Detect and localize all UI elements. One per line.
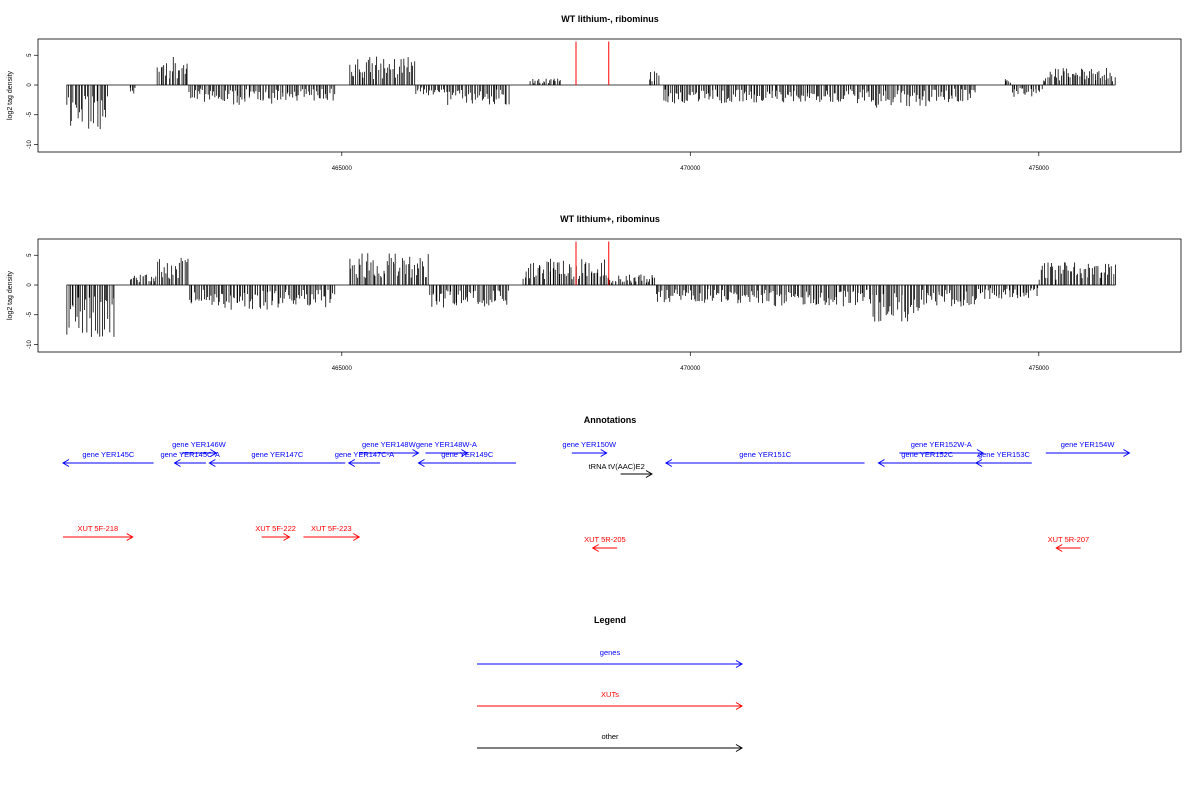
feature-label: gene YER154W [1061,440,1116,449]
density-bars [66,56,1116,130]
annotations-title: Annotations [584,415,637,425]
feature-arrow [181,449,218,457]
feature-label: gene YER145C-A [160,450,219,459]
track-title: WT lithium+, ribominus [560,214,660,224]
y-tick-label: -5 [27,311,33,317]
y-tick-label: -10 [27,340,33,349]
feature-label: XUT 5F-223 [311,524,352,533]
x-tick-label: 470000 [680,166,701,172]
feature-arrow [620,470,653,478]
feature-label: gene YER147C [251,450,304,459]
feature-arrow [899,449,985,457]
legend-panel: Legend genes XUTs other [477,615,743,752]
y-axis-label: log2 tag density [7,270,14,320]
density-bars [66,253,1116,337]
feature-label: gene YER152C [901,450,954,459]
feature-arrow [63,533,134,541]
y-tick-label: 0 [27,83,33,87]
feature-label: XUT 5R-207 [1048,535,1090,544]
feature-arrow [591,544,618,552]
feature-arrow [975,459,1032,467]
y-tick-label: 5 [27,253,33,257]
feature-label: XUT 5F-218 [77,524,118,533]
y-tick-label: 0 [27,283,33,287]
feature-label: XUT 5F-222 [255,524,296,533]
feature-arrow [425,449,469,457]
x-tick-label: 470000 [680,366,701,372]
feature-label: gene YER151C [739,450,792,459]
feature-arrow [877,459,977,467]
feature-label: gene YER152W-A [911,440,972,449]
feature-label: gene YER150W [562,440,617,449]
feature-arrow [261,533,291,541]
y-tick-label: -10 [27,140,33,149]
legend-label: genes [600,648,621,657]
x-tick-label: 465000 [332,166,353,172]
feature-label: tRNA tV(AAC)E2 [589,462,645,471]
feature-arrow [571,449,608,457]
feature-arrow [359,449,420,457]
track-panel-lithium-minus: WT lithium-, ribominus log2 tag density 5 0… [7,14,1182,172]
legend-arrow [477,702,743,710]
feature-label: gene YER149C [441,450,494,459]
track-title: WT lithium-, ribominus [561,14,659,24]
x-tick-label: 475000 [1029,366,1050,372]
feature-arrow [1055,544,1081,552]
feature-arrow [208,459,346,467]
plot-frame [37,38,1182,153]
feature-arrow [62,459,154,467]
feature-arrow [347,459,381,467]
y-tick-label: 5 [27,53,33,57]
legend-title: Legend [594,615,626,625]
feature-label: gene YER148W-A [416,440,477,449]
feature-arrow [173,459,206,467]
feature-arrow [664,459,865,467]
x-tick-label: 475000 [1029,166,1050,172]
legend-label: other [601,732,619,741]
feature-label: gene YER145C [82,450,135,459]
feature-label: gene YER148W [362,440,417,449]
feature-label: gene YER146W [172,440,227,449]
y-tick-label: -5 [27,111,33,117]
legend-arrow [477,660,743,668]
legend-arrow [477,744,743,752]
feature-label: XUT 5R-205 [584,535,626,544]
track-panel-lithium-plus: WT lithium+, ribominus log2 tag density 5 0… [7,214,1182,372]
feature-arrow [303,533,361,541]
x-tick-label: 465000 [332,366,353,372]
legend-label: XUTs [601,690,619,699]
y-axis-label: log2 tag density [7,70,14,120]
feature-arrow [1045,449,1131,457]
feature-label: gene YER147C-A [335,450,394,459]
feature-arrow [417,459,517,467]
feature-label: gene YER153C [978,450,1031,459]
plot-frame [37,238,1182,353]
